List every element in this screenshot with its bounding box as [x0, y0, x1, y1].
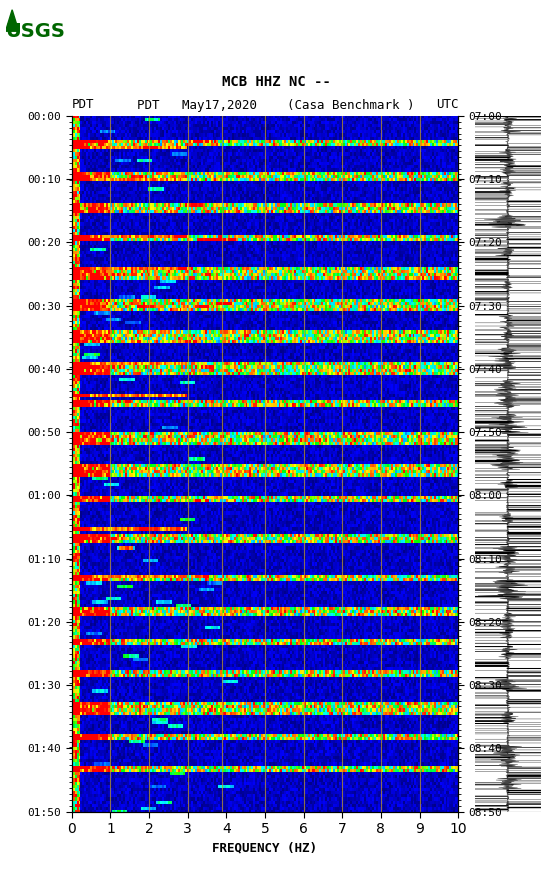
- Polygon shape: [6, 10, 19, 31]
- Text: UTC: UTC: [436, 98, 458, 112]
- Text: PDT: PDT: [72, 98, 94, 112]
- X-axis label: FREQUENCY (HZ): FREQUENCY (HZ): [213, 842, 317, 855]
- Text: PDT   May17,2020    (Casa Benchmark ): PDT May17,2020 (Casa Benchmark ): [137, 98, 415, 112]
- Text: MCB HHZ NC --: MCB HHZ NC --: [221, 75, 331, 89]
- Text: USGS: USGS: [6, 21, 65, 41]
